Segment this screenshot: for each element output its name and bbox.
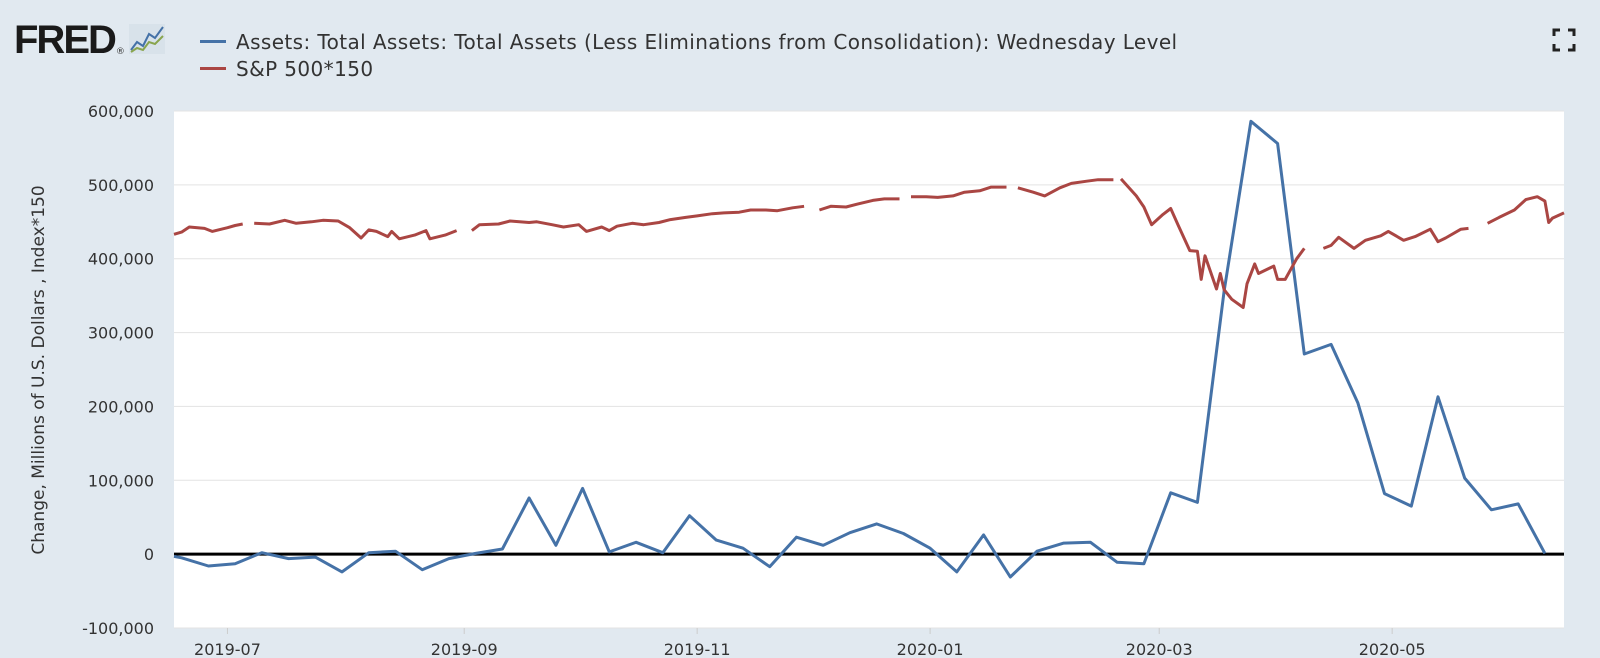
legend-label: Assets: Total Assets: Total Assets (Less… (236, 29, 1178, 54)
x-tick-label: 2020-03 (1126, 640, 1193, 658)
grid-lines (174, 110, 1564, 629)
series-line (254, 218, 458, 241)
fred-graph-icon (128, 24, 165, 54)
legend-item[interactable]: S&P 500*150 (200, 55, 1178, 82)
legend-item[interactable]: Assets: Total Assets: Total Assets (Less… (200, 28, 1178, 55)
logo-text: FRED (14, 18, 117, 62)
chart-legend: Assets: Total Assets: Total Assets (Less… (200, 28, 1178, 82)
y-tick-label: 500,000 (88, 176, 154, 195)
plot-area (174, 111, 1564, 628)
y-axis-title: Change, Millions of U.S. Dollars , Index… (29, 185, 49, 554)
x-tick-label: 2019-07 (194, 640, 261, 658)
series-line (1119, 177, 1306, 309)
x-tick-label: 2020-05 (1359, 640, 1426, 658)
y-tick-label: 200,000 (88, 397, 154, 416)
series-group (173, 119, 1565, 579)
series-line (911, 185, 1007, 199)
x-axis: 2019-07 2019-09 2019-11 2020-01 2020-03 2020-… (194, 628, 1426, 658)
series-line (1017, 178, 1114, 198)
legend-swatch (200, 67, 226, 70)
y-tick-label: 100,000 (88, 471, 154, 490)
y-tick-label: -100,000 (82, 619, 154, 638)
fred-logo[interactable]: FRED ® (14, 20, 165, 60)
x-tick-label: 2019-09 (431, 640, 498, 658)
y-tick-label: 300,000 (88, 324, 154, 343)
series-line (1322, 226, 1469, 250)
series-line (173, 119, 1547, 579)
series-line (470, 204, 805, 233)
legend-label: S&P 500*150 (236, 56, 374, 81)
logo-registered-mark: ® (115, 47, 125, 57)
y-axis: -100,000 0 100,000 200,000 300,000 400,000 500… (82, 102, 154, 638)
fullscreen-icon[interactable] (1552, 28, 1576, 52)
series-line (1486, 195, 1565, 225)
series-line (818, 197, 900, 212)
series-line (173, 222, 243, 236)
y-tick-label: 600,000 (88, 102, 154, 121)
legend-swatch (200, 40, 226, 43)
y-tick-label: 0 (144, 545, 154, 564)
x-tick-label: 2019-11 (664, 640, 731, 658)
x-tick-label: 2020-01 (897, 640, 964, 658)
y-tick-label: 400,000 (88, 250, 154, 269)
